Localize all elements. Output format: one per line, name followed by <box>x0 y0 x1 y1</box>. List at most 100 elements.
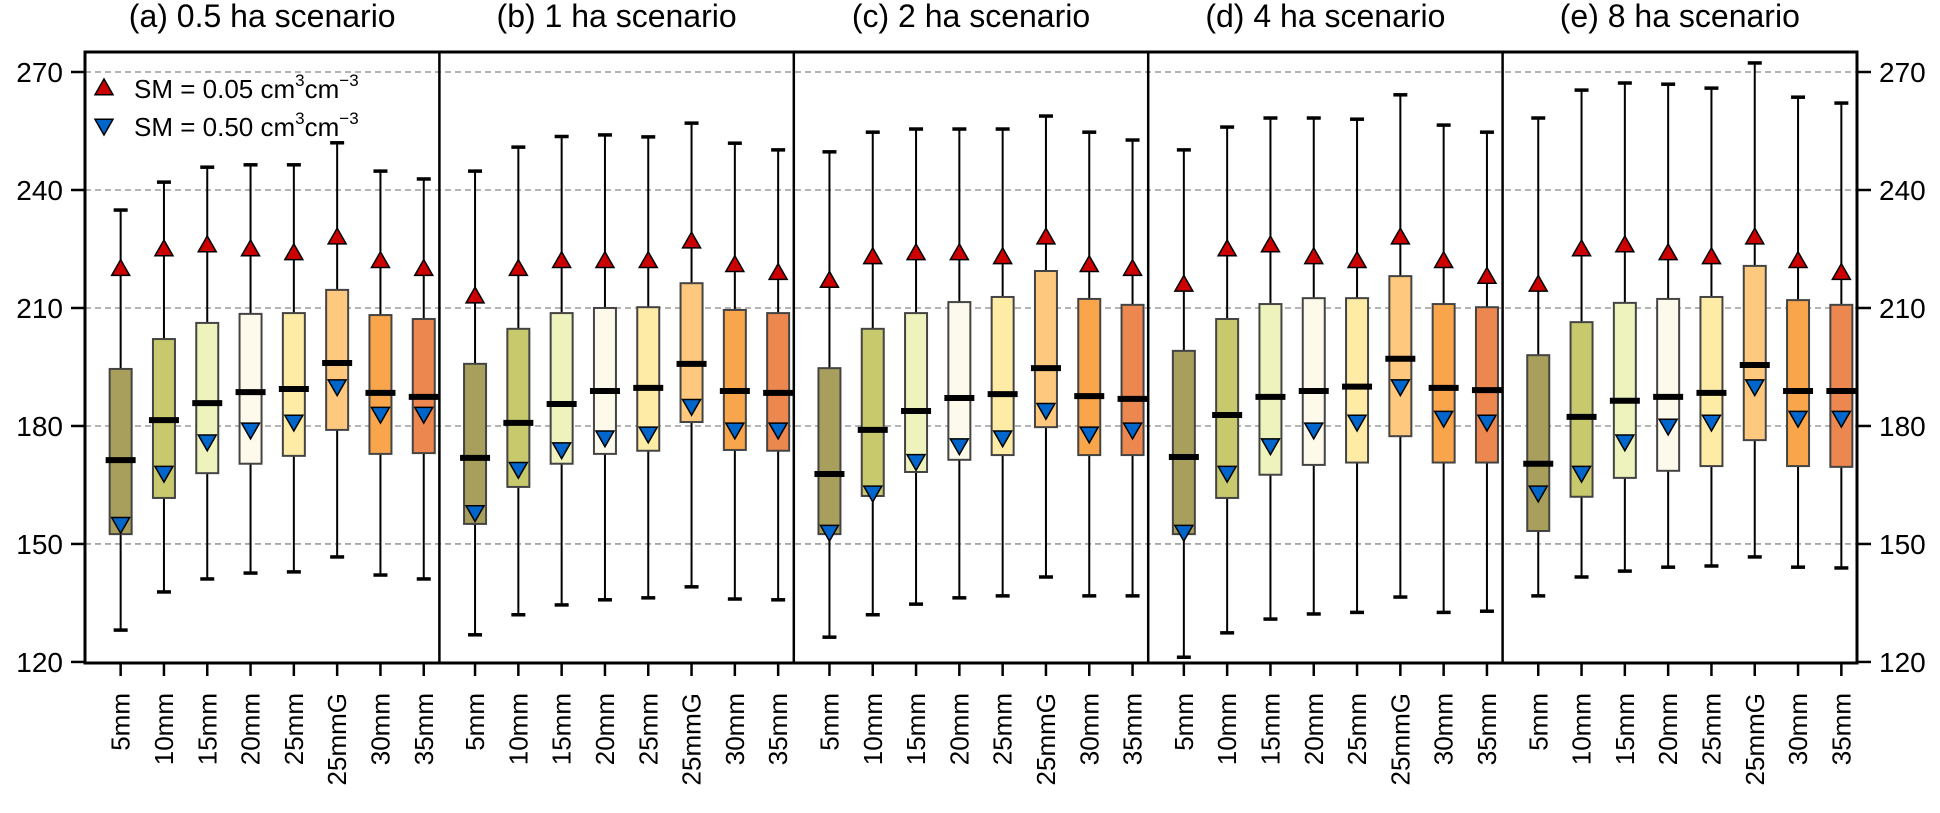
x-tick-label: 20mm <box>236 693 266 765</box>
x-tick-label: 25mm <box>633 693 663 765</box>
marker-sm-050 <box>905 453 927 472</box>
x-tick-label: 25mm <box>1696 693 1726 765</box>
marker-sm-050 <box>767 422 789 441</box>
marker-sm-050 <box>1433 410 1454 429</box>
iqr-box <box>766 312 791 452</box>
x-tick-label: 10mm <box>1212 693 1242 765</box>
marker-sm-005 <box>767 262 789 281</box>
box-25mm <box>987 127 1018 598</box>
marker-sm-005 <box>1657 242 1679 261</box>
iqr-box <box>1569 321 1594 498</box>
x-tick-label: 30mm <box>720 693 750 765</box>
legend: SM = 0.05 cm3cm−3 SM = 0.50 cm3cm−3 <box>93 71 359 142</box>
iqr-box <box>368 314 393 455</box>
marker-sm-005 <box>1614 234 1636 253</box>
box-15mm <box>1255 116 1286 621</box>
x-tick-label: 10mm <box>1567 693 1597 765</box>
x-tick-label: 25mmG <box>677 693 707 785</box>
iqr-box <box>325 288 350 431</box>
x-tick-label: 25mmG <box>1740 693 1770 785</box>
iqr-box <box>108 367 133 536</box>
plot-frame <box>83 50 1859 665</box>
marker-sm-005 <box>240 238 261 257</box>
x-tick-label: 5mm <box>460 693 490 751</box>
marker-sm-005 <box>1260 234 1281 253</box>
marker-sm-050 <box>1122 422 1143 441</box>
marker-sm-050 <box>1787 410 1809 429</box>
iqr-box <box>1699 295 1724 468</box>
x-tick-label: 10mm <box>503 693 533 765</box>
marker-sm-005 <box>196 234 218 253</box>
box-10mm <box>503 145 534 617</box>
y-tick-label-right: 120 <box>1879 647 1926 678</box>
marker-sm-050 <box>1260 438 1281 457</box>
marker-sm-050 <box>949 438 970 457</box>
marker-sm-050 <box>1173 524 1195 543</box>
marker-sm-005 <box>637 250 659 269</box>
x-tick-label: 25mmG <box>1385 693 1415 785</box>
iqr-box <box>860 327 885 497</box>
marker-sm-005 <box>1701 246 1722 265</box>
box-25mmG <box>322 141 353 559</box>
box-15mm <box>546 134 577 607</box>
panel-title: (e) 8 ha scenario <box>1560 0 1800 34</box>
x-tick-label: 5mm <box>1523 693 1553 751</box>
x-tick-label: 35mm <box>763 693 793 765</box>
iqr-box <box>947 301 972 461</box>
marker-sm-050 <box>681 398 702 417</box>
marker-sm-005 <box>992 246 1013 265</box>
box-35mm <box>763 148 794 602</box>
marker-sm-050 <box>508 461 529 480</box>
x-tick-label: 5mm <box>814 693 844 751</box>
box-5mm <box>1523 116 1554 598</box>
x-tick-label: 10mm <box>149 693 179 765</box>
iqr-box <box>1258 303 1283 476</box>
panel-title: (d) 4 ha scenario <box>1205 0 1445 34</box>
panel-e: (e) 8 ha scenario <box>1523 0 1857 598</box>
panel-c: (c) 2 ha scenario <box>814 0 1148 639</box>
iqr-box <box>1077 297 1102 457</box>
marker-sm-005 <box>1787 250 1809 269</box>
box-35mm <box>1826 101 1857 570</box>
box-10mm <box>1212 125 1243 635</box>
axes: 5mm 10mm 15mm 20mm 25mm 25mmG 30mm 35mm 5mm 10mm 1… <box>16 50 1926 785</box>
marker-sm-050 <box>1035 402 1057 421</box>
marker-sm-005 <box>1476 266 1498 285</box>
panel-d: (d) 4 ha scenario <box>1168 0 1502 659</box>
iqr-box <box>679 282 704 424</box>
marker-sm-005 <box>1035 226 1057 245</box>
iqr-box <box>636 306 661 452</box>
marker-sm-050 <box>637 426 659 445</box>
iqr-box <box>817 367 842 536</box>
marker-sm-050 <box>1614 434 1636 453</box>
marker-sm-050 <box>819 524 840 543</box>
panel-b: (b) 1 ha scenario <box>460 0 794 637</box>
x-tick-label: 20mm <box>944 693 974 765</box>
marker-sm-050 <box>992 430 1013 449</box>
iqr-box <box>411 317 436 455</box>
y-tick-label-left: 120 <box>16 647 63 678</box>
box-30mm <box>719 141 750 601</box>
x-tick-label: 30mm <box>365 693 395 765</box>
panel-a: (a) 0.5 ha scenario <box>105 0 439 632</box>
box-35mm <box>1471 130 1502 613</box>
iqr-box <box>904 312 929 473</box>
box-10mm <box>857 130 888 617</box>
legend-label: SM = 0.50 cm3cm−3 <box>134 109 359 142</box>
box-25mm <box>278 163 309 574</box>
x-tick-label: 25mmG <box>322 693 352 785</box>
marker-sm-005 <box>370 250 391 269</box>
marker-sm-050 <box>240 422 261 441</box>
x-tick-label: 35mm <box>409 693 439 765</box>
iqr-box <box>990 295 1015 457</box>
x-tick-label: 35mm <box>1118 693 1148 765</box>
legend-triangle-up-icon <box>93 77 115 96</box>
iqr-box <box>1474 306 1499 464</box>
marker-sm-050 <box>551 442 572 461</box>
box-30mm <box>1074 130 1105 598</box>
y-tick-label-left: 240 <box>16 175 63 206</box>
legend-triangle-down-icon <box>93 118 115 137</box>
box-25mmG <box>1385 93 1416 599</box>
x-tick-label: 15mm <box>901 693 931 765</box>
